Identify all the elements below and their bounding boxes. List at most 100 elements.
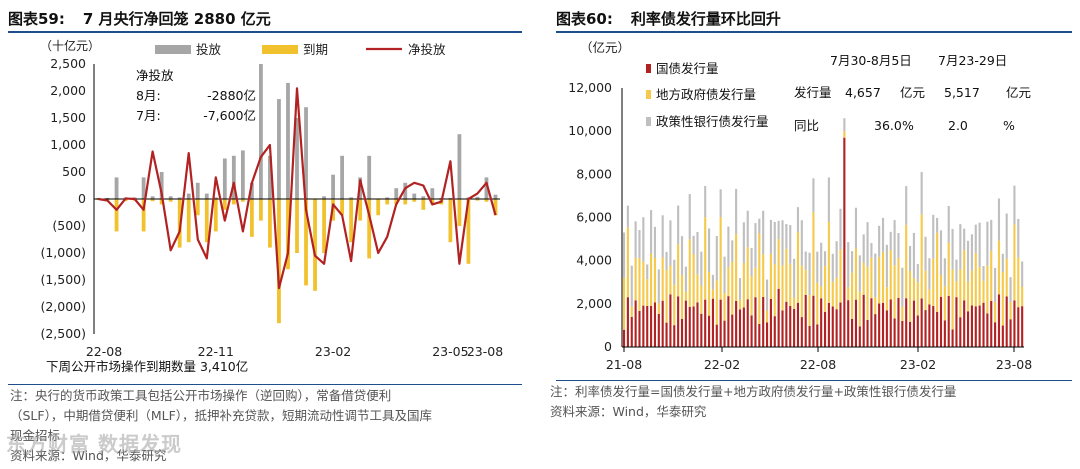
left-note-line-1: 注：央行的货币政策工具包括公开市场操作（逆回购），常备借贷便利	[10, 388, 392, 403]
left-bar-maturity	[484, 199, 489, 202]
right-bar-treasury	[843, 137, 846, 347]
right-bar-local-gov	[878, 256, 881, 304]
right-bar-treasury	[754, 297, 757, 347]
right-bar-local-gov	[684, 291, 687, 301]
right-bar-treasury	[982, 302, 985, 347]
right-bar-local-gov	[885, 287, 888, 311]
left-bar-maturity	[421, 199, 426, 210]
right-bar-policy-bank	[947, 206, 950, 243]
right-bar-local-gov	[835, 277, 838, 310]
right-bar-policy-bank	[881, 217, 885, 252]
left-bar-injection	[240, 150, 245, 199]
right-legend-swatch	[646, 117, 651, 126]
left-bar-maturity	[322, 199, 326, 253]
right-bar-local-gov	[696, 274, 699, 303]
right-bar-policy-bank	[765, 279, 769, 311]
right-title-text: 利率债发行量环比回升	[630, 10, 781, 28]
right-bar-policy-bank	[897, 233, 900, 258]
right-bar-policy-bank	[642, 217, 645, 262]
left-legend-net: 净投放	[408, 42, 446, 57]
left-footer-text: 下周公开市场操作到期数量 3,410亿	[46, 359, 248, 374]
right-bar-policy-bank	[646, 264, 649, 280]
left-legend-swatch-injection	[155, 45, 191, 54]
left-y-tick-label: 2,500	[50, 56, 86, 71]
right-bar-treasury	[947, 295, 950, 347]
right-bar-treasury	[990, 300, 993, 347]
right-bar-local-gov	[943, 286, 946, 321]
right-bar-treasury	[669, 294, 672, 347]
right-bar-treasury	[796, 302, 800, 347]
right-bar-policy-bank	[1021, 261, 1024, 287]
right-bar-treasury	[928, 304, 931, 347]
left-chart-title: 图表59: 7 月央行净回笼 2880 亿元	[8, 8, 271, 29]
right-bar-local-gov	[978, 267, 981, 306]
right-y-tick-label: 4,000	[576, 253, 612, 268]
right-x-tick-label: 22-02	[704, 357, 740, 372]
right-bar-treasury	[808, 325, 811, 347]
left-net-line	[98, 87, 497, 290]
right-title-rule	[556, 31, 1072, 33]
right-bar-policy-bank	[692, 235, 695, 254]
left-legend-injection: 投放	[196, 42, 222, 57]
right-bar-local-gov	[785, 248, 788, 302]
left-bar-maturity	[295, 199, 299, 253]
right-legend-swatch	[646, 64, 651, 73]
right-bar-treasury	[1009, 319, 1012, 347]
left-bar-maturity	[114, 199, 119, 232]
left-bar-maturity	[150, 199, 155, 202]
right-bar-local-gov	[901, 306, 904, 321]
right-bar-treasury	[630, 316, 633, 347]
right-bar-local-gov	[650, 253, 653, 306]
left-bar-maturity	[430, 199, 435, 205]
right-bar-local-gov	[862, 262, 865, 295]
right-bar-treasury	[715, 324, 718, 347]
right-bar-policy-bank	[804, 251, 807, 270]
right-bar-policy-bank	[622, 232, 626, 278]
left-bar-maturity	[195, 199, 200, 216]
left-bar-injection	[286, 82, 290, 199]
right-bar-treasury	[827, 302, 830, 347]
right-bar-local-gov	[754, 267, 757, 298]
right-bar-policy-bank	[680, 236, 684, 275]
right-bar-treasury	[885, 310, 888, 347]
right-bar-local-gov	[928, 289, 931, 305]
right-bar-policy-bank	[951, 228, 954, 270]
right-bar-treasury	[661, 300, 664, 347]
right-bar-treasury	[974, 306, 977, 347]
right-bar-local-gov	[816, 282, 819, 325]
right-bar-local-gov	[1001, 272, 1004, 326]
right-bar-treasury	[634, 300, 637, 347]
right-bar-local-gov	[866, 266, 869, 320]
right-bar-policy-bank	[793, 258, 796, 298]
left-bar-injection	[204, 193, 209, 199]
right-bar-treasury	[758, 324, 761, 347]
right-bar-treasury	[665, 322, 668, 347]
left-bar-injection	[231, 155, 236, 199]
left-bar-injection	[493, 194, 498, 199]
left-bar-maturity	[240, 199, 245, 202]
right-bar-local-gov	[669, 265, 672, 295]
right-bar-treasury	[997, 294, 1001, 347]
right-bar-treasury	[831, 306, 834, 347]
right-bar-policy-bank	[738, 278, 742, 300]
right-bar-local-gov	[1005, 258, 1008, 297]
right-bar-local-gov	[765, 310, 769, 323]
right-bar-policy-bank	[943, 258, 946, 287]
right-bar-treasury	[986, 313, 989, 347]
right-bar-treasury	[719, 299, 722, 347]
left-bar-maturity	[168, 199, 173, 202]
right-bar-local-gov	[657, 303, 660, 314]
right-bar-treasury	[816, 324, 819, 347]
right-bar-policy-bank	[986, 221, 989, 266]
left-bar-injection	[430, 188, 435, 199]
right-bar-treasury	[932, 305, 935, 347]
right-bar-local-gov	[708, 272, 711, 316]
left-bar-injection	[322, 196, 326, 199]
right-bar-policy-bank	[677, 205, 680, 245]
right-bar-treasury	[839, 302, 842, 347]
right-bar-treasury	[936, 311, 939, 347]
right-bar-policy-bank	[1005, 213, 1008, 259]
left-annotation-label: 7月:	[136, 108, 161, 123]
left-bar-maturity	[141, 199, 146, 232]
right-bar-treasury	[1017, 307, 1020, 347]
